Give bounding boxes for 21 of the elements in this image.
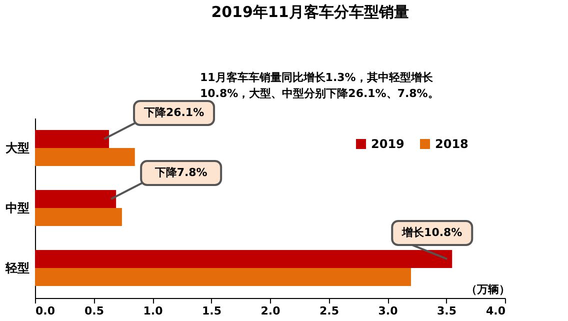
x-axis-title: （万辆） — [466, 283, 510, 296]
annotation: 下降26.1% — [142, 106, 204, 119]
x-tick-label: 3.5 — [437, 304, 456, 318]
annotation: 增长10.8% — [401, 226, 462, 239]
text: 10.8%，大型、中型分别下降26.1%、7.8%。 — [200, 87, 439, 100]
chart-title: 2019年11月客车分车型销量 — [211, 3, 409, 21]
x-tick-label: 3.0 — [378, 304, 398, 318]
annotation: 下降7.8% — [154, 166, 208, 179]
x-tick-label: 0.0 — [36, 304, 56, 318]
x-tick-label: 2.0 — [260, 304, 281, 318]
x-tick-label: 1.5 — [202, 304, 222, 318]
legend-label: 2019 — [371, 137, 404, 151]
y-tick-label: 中型 — [6, 201, 30, 215]
x-tick-label: 1.0 — [143, 304, 164, 318]
x-tick-label: 0.5 — [84, 304, 104, 318]
x-tick-label: 2.5 — [320, 304, 339, 318]
x-tick-label: 4.0 — [486, 304, 506, 318]
y-tick-label: 轻型 — [4, 261, 30, 275]
y-tick-label: 大型 — [6, 141, 30, 155]
legend-label: 2018 — [435, 137, 468, 151]
text: 11月客车车销量同比增长1.3%，其中轻型增长 — [200, 71, 433, 84]
